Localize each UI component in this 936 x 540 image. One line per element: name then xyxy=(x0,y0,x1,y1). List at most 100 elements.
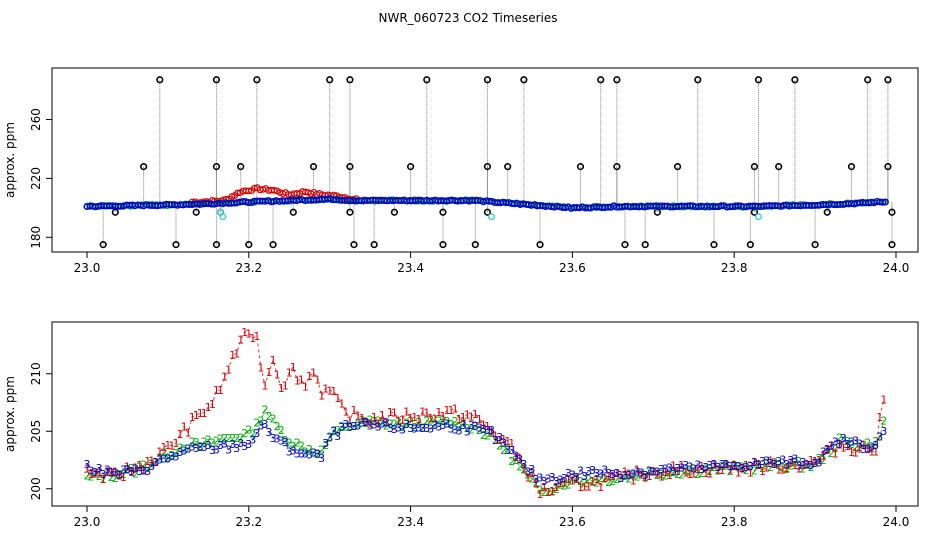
series-2-point: 2 xyxy=(302,446,309,459)
series-1-point: 1 xyxy=(500,433,507,446)
series-3-point: 3 xyxy=(820,446,827,459)
series-3-point: 3 xyxy=(213,443,220,456)
series-3-point: 3 xyxy=(104,463,111,476)
series-1-point: 1 xyxy=(573,472,580,485)
series-1-point: 1 xyxy=(391,407,398,420)
series-1-point: 1 xyxy=(427,412,434,425)
x-tick-label: 23.2 xyxy=(235,261,262,275)
series-1-point: 1 xyxy=(731,459,738,472)
series-2-point: 2 xyxy=(440,414,447,427)
series-1-point: 1 xyxy=(524,472,531,485)
spike-point xyxy=(775,163,783,171)
series-2-point: 2 xyxy=(844,435,851,448)
series-3-point: 3 xyxy=(787,454,794,467)
series-1-point: 1 xyxy=(755,459,762,472)
x-tick-label: 23.6 xyxy=(559,515,586,529)
series-1-point: 1 xyxy=(116,470,123,483)
series-3-point: 3 xyxy=(371,419,378,432)
series-3-point: 3 xyxy=(387,422,394,435)
series-3-point: 3 xyxy=(274,433,281,446)
series-3-point: 3 xyxy=(116,469,123,482)
series-3-point: 3 xyxy=(605,467,612,480)
series-2-point: 2 xyxy=(233,432,240,445)
series-3-point: 3 xyxy=(662,462,669,475)
series-1-point: 1 xyxy=(666,469,673,482)
series-3-point: 3 xyxy=(411,422,418,435)
series-1-point: 1 xyxy=(302,380,309,393)
series-2-point: 2 xyxy=(177,441,184,454)
series-1-point: 1 xyxy=(638,468,645,481)
series-3-point: 3 xyxy=(545,473,552,486)
series-1-point: 1 xyxy=(237,333,244,346)
series-1-point: 1 xyxy=(168,440,175,453)
series-3-point: 3 xyxy=(407,422,414,435)
series-1-point: 1 xyxy=(181,420,188,433)
series-2-point: 2 xyxy=(690,463,697,476)
series-2-point: 2 xyxy=(694,468,701,481)
series-2-point: 2 xyxy=(209,436,216,449)
series-3-point: 3 xyxy=(852,435,859,448)
series-3-point: 3 xyxy=(144,465,151,478)
series-1-point: 1 xyxy=(306,370,313,383)
spike-point xyxy=(613,163,621,171)
series-2-point: 2 xyxy=(698,467,705,480)
series-2-point: 2 xyxy=(346,420,353,433)
spike-point xyxy=(694,76,702,84)
spike-point xyxy=(483,208,492,216)
series-1-point: 1 xyxy=(597,481,604,494)
series-3-point: 3 xyxy=(237,437,244,450)
series-1-point: 1 xyxy=(622,466,629,479)
series-1-point: 1 xyxy=(852,447,859,460)
series-3-point: 3 xyxy=(100,468,107,481)
spike-point xyxy=(253,76,261,84)
series-2-point: 2 xyxy=(314,448,321,461)
series-2-point: 2 xyxy=(577,475,584,488)
series-3-point: 3 xyxy=(573,471,580,484)
spike-point xyxy=(245,241,253,249)
series-1-point: 1 xyxy=(488,425,495,438)
series-3-point: 3 xyxy=(654,465,661,478)
series-3-point: 3 xyxy=(492,434,499,447)
series-2-point: 2 xyxy=(399,421,406,434)
series-1-point: 1 xyxy=(164,439,171,452)
series-3-point: 3 xyxy=(698,463,705,476)
series-1-point: 1 xyxy=(201,407,208,420)
series-3-point: 3 xyxy=(597,468,604,481)
series-3-point: 3 xyxy=(828,440,835,453)
series-1-point: 1 xyxy=(326,385,333,398)
series-1-point: 1 xyxy=(528,467,535,480)
series-3-point: 3 xyxy=(686,461,693,474)
series-2-point: 2 xyxy=(626,473,633,486)
series-3-point: 3 xyxy=(217,439,224,452)
series-3-point: 3 xyxy=(294,448,301,461)
series-2-point: 2 xyxy=(775,459,782,472)
spike-point xyxy=(309,163,318,171)
series-3-point: 3 xyxy=(561,472,568,485)
series-2-point: 2 xyxy=(650,466,657,479)
series-3-point: 3 xyxy=(435,421,442,434)
series-1-point: 1 xyxy=(876,411,883,424)
series-1-point: 1 xyxy=(706,468,713,481)
series-1-point: 1 xyxy=(856,443,863,456)
series-3-point: 3 xyxy=(569,469,576,482)
series-1-point: 1 xyxy=(715,463,722,476)
series-3-point: 3 xyxy=(173,450,180,463)
series-3-point: 3 xyxy=(638,467,645,480)
series-2-point: 2 xyxy=(808,461,815,474)
series-1-point: 1 xyxy=(767,455,774,468)
series-line-3 xyxy=(86,421,885,482)
series-2-point: 2 xyxy=(371,415,378,428)
series-3-point: 3 xyxy=(96,462,103,475)
spike-point xyxy=(750,163,759,171)
series-line-2 xyxy=(86,408,885,493)
spike-point xyxy=(754,76,763,84)
series-3-point: 3 xyxy=(622,469,629,482)
series-3-point: 3 xyxy=(452,423,459,436)
series-3-point: 3 xyxy=(650,465,657,478)
series-2-point: 2 xyxy=(367,414,374,427)
series-3-point: 3 xyxy=(549,471,556,484)
series-2-point: 2 xyxy=(237,432,244,445)
series-3-point: 3 xyxy=(500,437,507,450)
spike-point xyxy=(439,208,447,216)
series-1-point: 1 xyxy=(816,454,823,467)
